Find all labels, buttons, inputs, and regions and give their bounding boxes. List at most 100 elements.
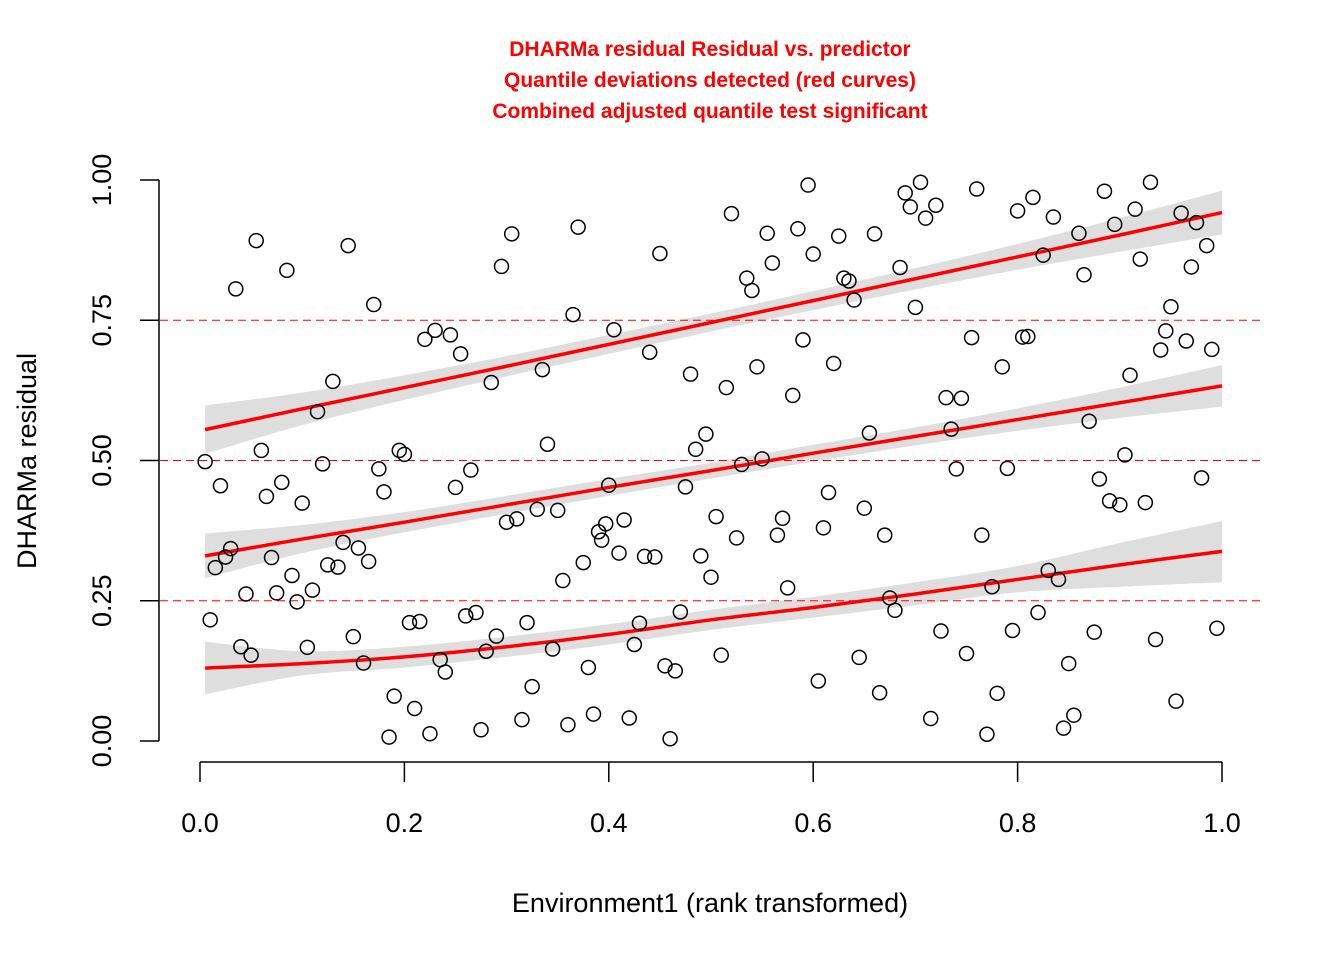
data-point [376, 484, 392, 500]
data-point [519, 614, 535, 631]
data-point [1112, 497, 1128, 513]
x-tick-label: 0.0 [181, 808, 219, 838]
data-point [790, 221, 806, 237]
y-axis: 0.00 0.25 0.50 0.75 1.00 [87, 154, 160, 767]
data-point [774, 510, 791, 527]
data-point [570, 219, 586, 235]
data-point [989, 685, 1005, 702]
data-point [631, 615, 648, 631]
data-point [503, 226, 520, 242]
data-point [759, 225, 775, 242]
data-point [294, 495, 310, 511]
data-point [1127, 201, 1143, 217]
data-point [1122, 367, 1138, 383]
data-point [330, 559, 346, 575]
data-point [1050, 571, 1067, 588]
data-point [381, 729, 397, 745]
data-point [708, 508, 724, 525]
data-point [498, 514, 515, 530]
data-point [580, 659, 597, 676]
title-line-3: Combined adjusted quantile test signific… [492, 100, 927, 123]
quantile-curve-q0 [205, 549, 1223, 670]
data-point [514, 711, 530, 728]
data-point [928, 197, 944, 213]
data-point [1014, 329, 1031, 345]
data-point [948, 461, 965, 477]
data-point [320, 557, 336, 573]
data-point [667, 663, 683, 679]
data-point [779, 580, 796, 596]
data-point [815, 520, 832, 536]
data-point [1163, 299, 1179, 315]
data-point [417, 331, 433, 348]
data-point [1096, 183, 1113, 199]
data-point [1055, 720, 1072, 736]
data-point [621, 710, 637, 726]
data-point [693, 548, 709, 564]
data-point [657, 658, 673, 674]
data-point [1035, 247, 1051, 263]
data-point [1198, 237, 1215, 254]
data-point [994, 359, 1011, 375]
data-point [1060, 655, 1077, 672]
data-point [1168, 693, 1184, 709]
data-point [800, 177, 816, 193]
data-point [263, 549, 280, 566]
data-point [1081, 413, 1097, 429]
data-point [810, 673, 827, 689]
y-tick-label: 0.25 [87, 574, 117, 627]
data-point [912, 174, 929, 190]
data-point [493, 258, 510, 275]
data-point [652, 245, 668, 262]
data-point [723, 205, 740, 222]
data-point [968, 181, 985, 197]
data-point [698, 426, 714, 442]
data-point [207, 559, 224, 576]
data-point [549, 502, 566, 519]
data-point [529, 501, 546, 518]
data-point [718, 379, 735, 396]
reference-lines [160, 319, 1262, 602]
data-point [248, 232, 264, 249]
data-point [447, 479, 464, 496]
data-point [509, 511, 525, 527]
data-point [1009, 203, 1026, 219]
y-axis-label: DHARMa residual [12, 353, 42, 569]
data-point [468, 604, 484, 621]
data-point [335, 534, 351, 551]
data-point [749, 359, 765, 375]
data-point [672, 604, 689, 620]
title-line-1: DHARMa residual Residual vs. predictor [509, 38, 910, 61]
data-point [534, 361, 551, 378]
data-point [677, 479, 694, 495]
data-point [585, 706, 602, 722]
data-point [856, 500, 873, 516]
data-point [1025, 189, 1041, 206]
data-point [396, 446, 413, 463]
data-point [253, 442, 270, 459]
data-point [820, 484, 837, 501]
data-point [1040, 562, 1057, 579]
data-point [601, 477, 617, 493]
data-point [274, 474, 290, 491]
data-point [979, 726, 995, 743]
data-point [1142, 174, 1159, 190]
data-point [437, 664, 454, 680]
data-point [841, 273, 857, 289]
data-point [488, 628, 505, 644]
x-tick-label: 0.8 [999, 808, 1037, 838]
data-point [202, 612, 218, 628]
data-point [452, 346, 469, 362]
data-point [411, 613, 428, 630]
data-point [391, 442, 408, 459]
y-tick-label: 0.75 [87, 294, 117, 347]
data-point [647, 549, 663, 565]
chart-title: DHARMa residual Residual vs. predictor Q… [492, 38, 927, 123]
data-point [233, 639, 249, 655]
data-point [1086, 624, 1102, 640]
data-point [687, 441, 704, 458]
data-point [289, 594, 305, 610]
quantile-curve-q1 [204, 384, 1223, 558]
data-point [1158, 323, 1174, 339]
data-point [1045, 209, 1062, 225]
